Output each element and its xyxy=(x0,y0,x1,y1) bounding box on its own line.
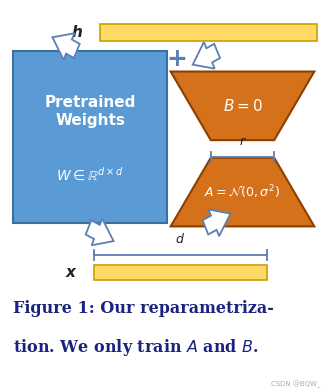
FancyBboxPatch shape xyxy=(100,24,317,41)
Polygon shape xyxy=(86,219,114,245)
Text: $d$: $d$ xyxy=(175,232,185,246)
Polygon shape xyxy=(203,209,230,236)
Text: $r$: $r$ xyxy=(238,135,246,148)
Text: $B = 0$: $B = 0$ xyxy=(222,98,263,114)
Text: $W \in \mathbb{R}^{d \times d}$: $W \in \mathbb{R}^{d \times d}$ xyxy=(56,167,124,184)
Text: tion. We only train $A$ and $B$.: tion. We only train $A$ and $B$. xyxy=(13,337,259,358)
Text: $A = \mathcal{N}(0, \sigma^2)$: $A = \mathcal{N}(0, \sigma^2)$ xyxy=(204,183,281,201)
Polygon shape xyxy=(193,42,220,69)
Text: CSDN @BQW_: CSDN @BQW_ xyxy=(271,381,321,388)
Text: h: h xyxy=(71,25,82,40)
Polygon shape xyxy=(171,158,314,227)
Text: x: x xyxy=(65,265,75,280)
Text: Figure 1: Our reparametriza-: Figure 1: Our reparametriza- xyxy=(13,300,274,317)
Polygon shape xyxy=(52,33,80,60)
FancyBboxPatch shape xyxy=(13,51,167,223)
Text: Pretrained
Weights: Pretrained Weights xyxy=(44,95,136,127)
Text: +: + xyxy=(167,47,187,71)
Polygon shape xyxy=(171,72,314,140)
FancyBboxPatch shape xyxy=(94,265,267,280)
